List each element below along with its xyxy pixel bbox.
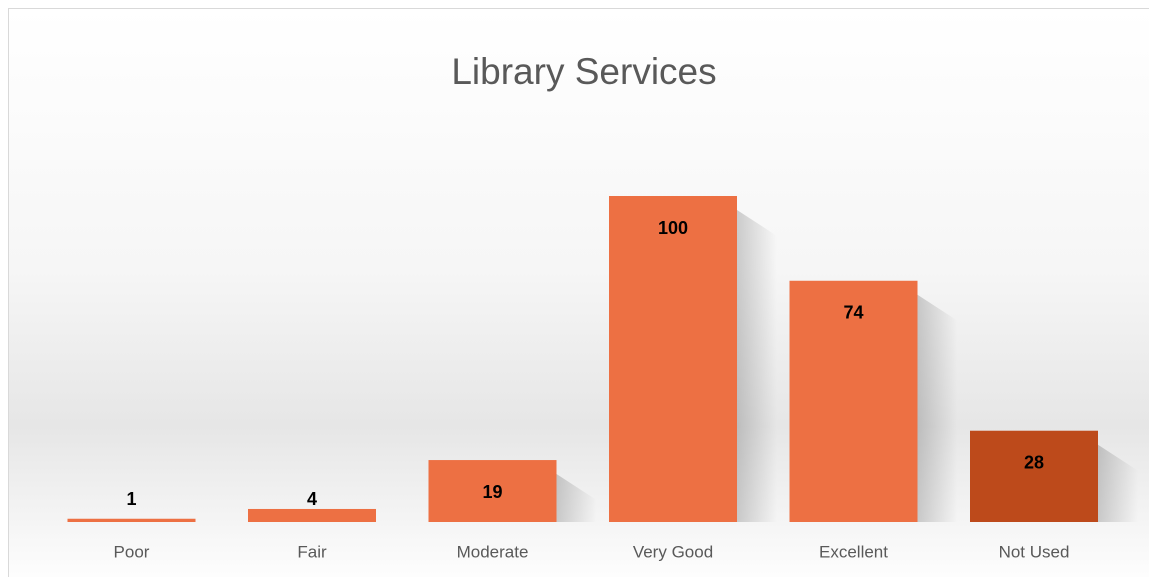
data-label: 19 xyxy=(482,482,502,502)
bar-shadow xyxy=(1098,444,1138,522)
bar xyxy=(970,430,1098,522)
bar xyxy=(67,518,196,522)
x-tick-label: Excellent xyxy=(819,542,888,561)
data-label: 1 xyxy=(126,489,136,509)
x-tick-label: Poor xyxy=(114,542,150,561)
bar xyxy=(428,460,557,522)
data-label: 100 xyxy=(658,218,688,238)
chart-area xyxy=(8,8,1149,577)
x-tick-label: Fair xyxy=(297,542,327,561)
x-tick-label: Moderate xyxy=(457,542,529,561)
x-tick-label: Very Good xyxy=(633,542,713,561)
bar xyxy=(789,280,918,522)
bar xyxy=(609,196,737,522)
data-label: 74 xyxy=(843,303,863,323)
bar xyxy=(248,508,376,522)
bar-shadow xyxy=(917,294,958,522)
x-tick-label: Not Used xyxy=(999,542,1070,561)
chart-title: Library Services xyxy=(451,51,716,92)
bar-shadow xyxy=(556,474,597,522)
bar-shadow xyxy=(737,210,777,522)
data-label: 28 xyxy=(1024,452,1044,472)
data-label: 4 xyxy=(307,489,317,509)
